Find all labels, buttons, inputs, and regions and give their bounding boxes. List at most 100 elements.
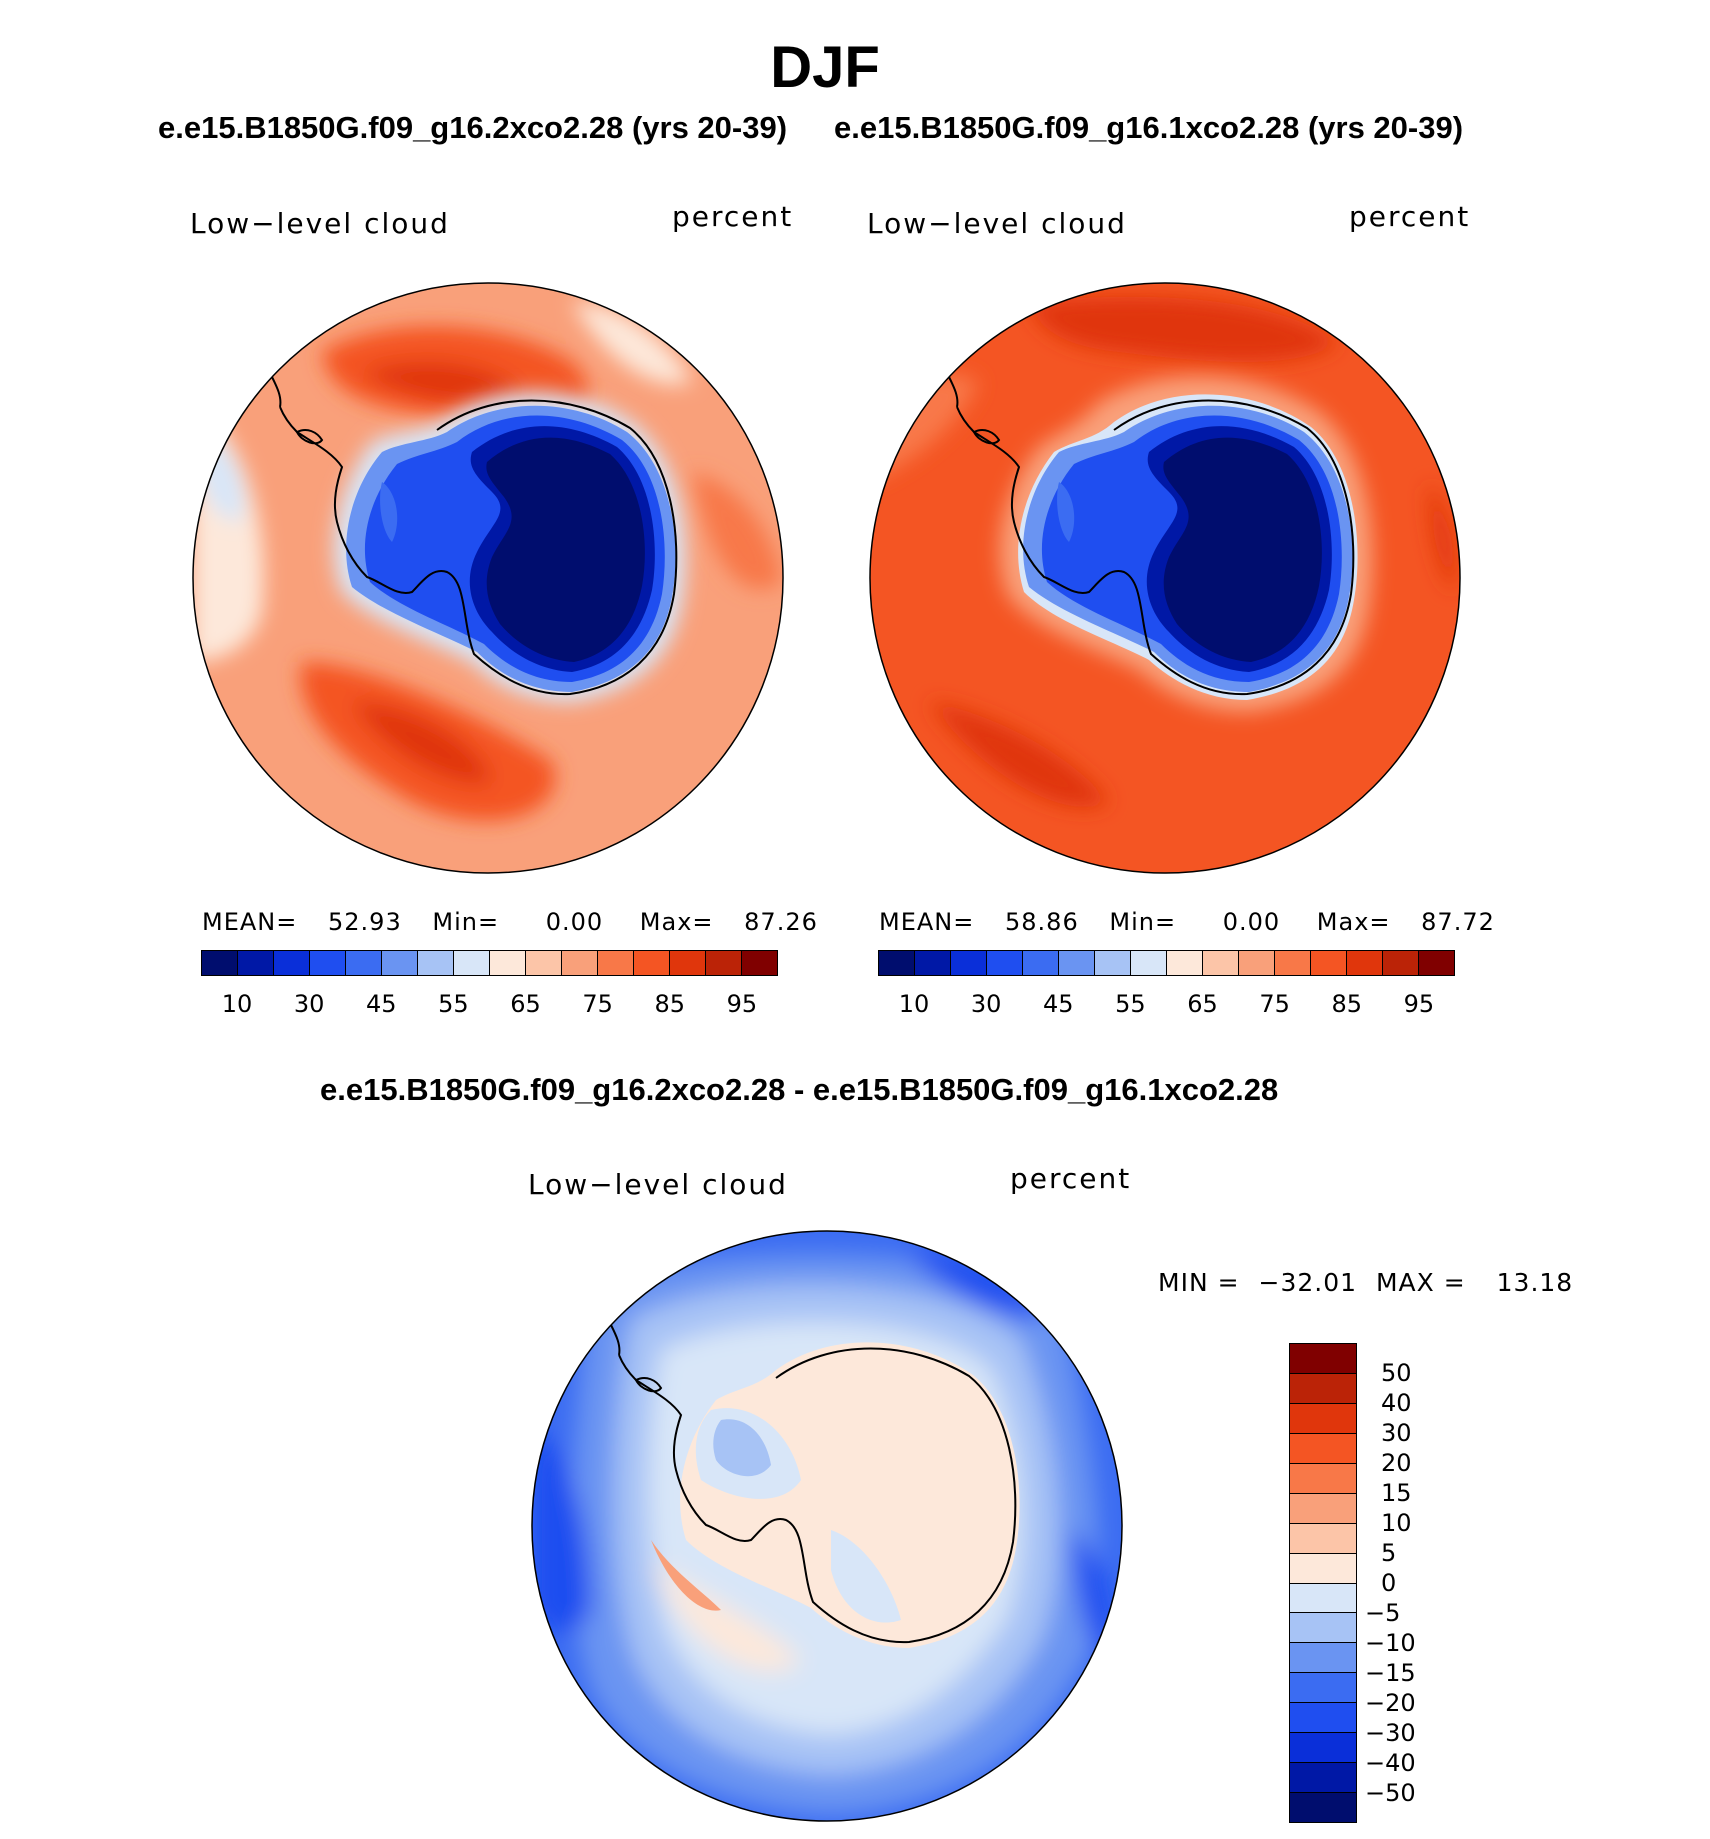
subtitle-left: e.e15.B1850G.f09_g16.2xco2.28 (yrs 20-39… [158,110,788,145]
diff-map [531,1230,1123,1822]
colorbar-tick-label: 95 [726,990,758,1018]
colorbar-swatch [345,951,381,975]
colorbar-swatch [1290,1522,1356,1553]
colorbar-swatch [1290,1672,1356,1703]
colorbar-swatch [1290,1582,1356,1613]
colorbar-tick-label: 30 [1381,1419,1412,1447]
panel2-max-value: 87.72 [1421,908,1495,936]
panel1-min-value: 0.00 [545,908,604,936]
colorbar-tick-label: 40 [1381,1389,1412,1417]
colorbar-swatch [1290,1344,1356,1373]
panel1-units-label: percent [672,200,794,233]
colorbar-tick-label: 75 [1259,990,1290,1018]
diff-min-value: −32.01 [1258,1268,1358,1297]
panel1-map-fill [193,283,783,873]
panel1-mean-label: MEAN= [202,908,298,936]
colorbar-swatch [1418,951,1454,975]
colorbar-swatch [986,951,1022,975]
colorbar-swatch [705,951,741,975]
colorbar-swatch [914,951,950,975]
colorbar-swatch [1346,951,1382,975]
colorbar-tick-label: 45 [1043,990,1074,1018]
colorbar-swatch [1290,1432,1356,1463]
colorbar-swatch [1290,1552,1356,1583]
colorbar-tick-label: 75 [582,990,613,1018]
colorbar-swatch [381,951,417,975]
panel2-max-label: Max= [1316,908,1391,936]
colorbar-swatch [453,951,489,975]
colorbar-tick-label: 65 [510,990,541,1018]
diff-colorbar [1289,1343,1357,1823]
colorbar-swatch [669,951,705,975]
panel2-map [869,282,1461,874]
panel1-stats: MEAN= 52.93 Min= 0.00 Max= 87.26 [202,908,818,936]
panel2-min-value: 0.00 [1222,908,1281,936]
colorbar-swatch [1290,1402,1356,1433]
colorbar-swatch [1290,1762,1356,1793]
colorbar-swatch [597,951,633,975]
colorbar-swatch [202,951,237,975]
diff-units-label: percent [1010,1162,1132,1195]
colorbar-swatch [273,951,309,975]
colorbar-swatch [1290,1732,1356,1763]
panel2-stats: MEAN= 58.86 Min= 0.00 Max= 87.72 [879,908,1495,936]
colorbar-tick-label: 45 [366,990,397,1018]
diff-min-label: MIN = [1158,1268,1240,1297]
diff-max-label: MAX = [1375,1268,1466,1297]
panel2-mean-value: 58.86 [1005,908,1079,936]
colorbar-swatch [1290,1702,1356,1733]
colorbar-tick-label: 50 [1381,1359,1412,1387]
panel1-mean-value: 52.93 [328,908,402,936]
colorbar-tick-label: 10 [221,990,253,1018]
colorbar-tick-label: 20 [1381,1449,1412,1477]
colorbar-tick-label: 30 [970,990,1002,1018]
colorbar-swatch [1274,951,1310,975]
diff-map-fill [532,1231,1122,1821]
colorbar-swatch [1290,1642,1356,1673]
panel1-map [192,282,784,874]
colorbar-swatch [489,951,525,975]
colorbar-tick-label: 55 [1115,990,1146,1018]
colorbar-tick-label: 30 [293,990,325,1018]
diff-variable-label: Low−level cloud [528,1168,788,1201]
colorbar-tick-label: 55 [438,990,469,1018]
colorbar-swatch [417,951,453,975]
colorbar-tick-label: −40 [1365,1749,1416,1777]
panel2-mean-label: MEAN= [879,908,975,936]
colorbar-swatch [633,951,669,975]
colorbar-swatch [1166,951,1202,975]
colorbar-swatch [1094,951,1130,975]
panel2-min-label: Min= [1109,908,1177,936]
colorbar-swatch [741,951,777,975]
colorbar-tick-label: 85 [1331,990,1363,1018]
subtitle-right: e.e15.B1850G.f09_g16.1xco2.28 (yrs 20-39… [834,110,1464,145]
colorbar-swatch [1290,1492,1356,1523]
colorbar-swatch [561,951,597,975]
colorbar-tick-label: −30 [1365,1719,1416,1747]
page-title: DJF [770,35,880,100]
colorbar-tick-label: −15 [1365,1659,1416,1687]
colorbar-swatch [237,951,273,975]
colorbar-swatch [1310,951,1346,975]
panel1-colorbar-ticks: 10 30 45 55 65 75 85 95 [201,990,778,1020]
diff-title: e.e15.B1850G.f09_g16.2xco2.28 - e.e15.B1… [320,1072,1279,1107]
colorbar-swatch [1382,951,1418,975]
colorbar-tick-label: 5 [1381,1539,1397,1567]
diff-stats: MIN = −32.01 MAX = 13.18 [1158,1268,1573,1297]
panel1-colorbar [201,950,778,976]
panel2-units-label: percent [1349,200,1471,233]
colorbar-tick-label: 10 [1381,1509,1412,1537]
colorbar-tick-label: −20 [1365,1689,1416,1717]
panel1-variable-label: Low−level cloud [190,207,450,240]
panel1-max-label: Max= [639,908,714,936]
diff-colorbar-ticks: 50 40 30 20 15 10 5 0 −5 −10 −15 −20 −30 −40 −50 [1365,1343,1455,1823]
colorbar-swatch [1058,951,1094,975]
colorbar-swatch [1238,951,1274,975]
colorbar-tick-label: 15 [1381,1479,1412,1507]
colorbar-tick-label: 95 [1403,990,1435,1018]
colorbar-swatch [879,951,914,975]
colorbar-tick-label: −50 [1365,1779,1416,1807]
colorbar-swatch [1290,1462,1356,1493]
colorbar-tick-label: 10 [898,990,930,1018]
colorbar-swatch [1202,951,1238,975]
